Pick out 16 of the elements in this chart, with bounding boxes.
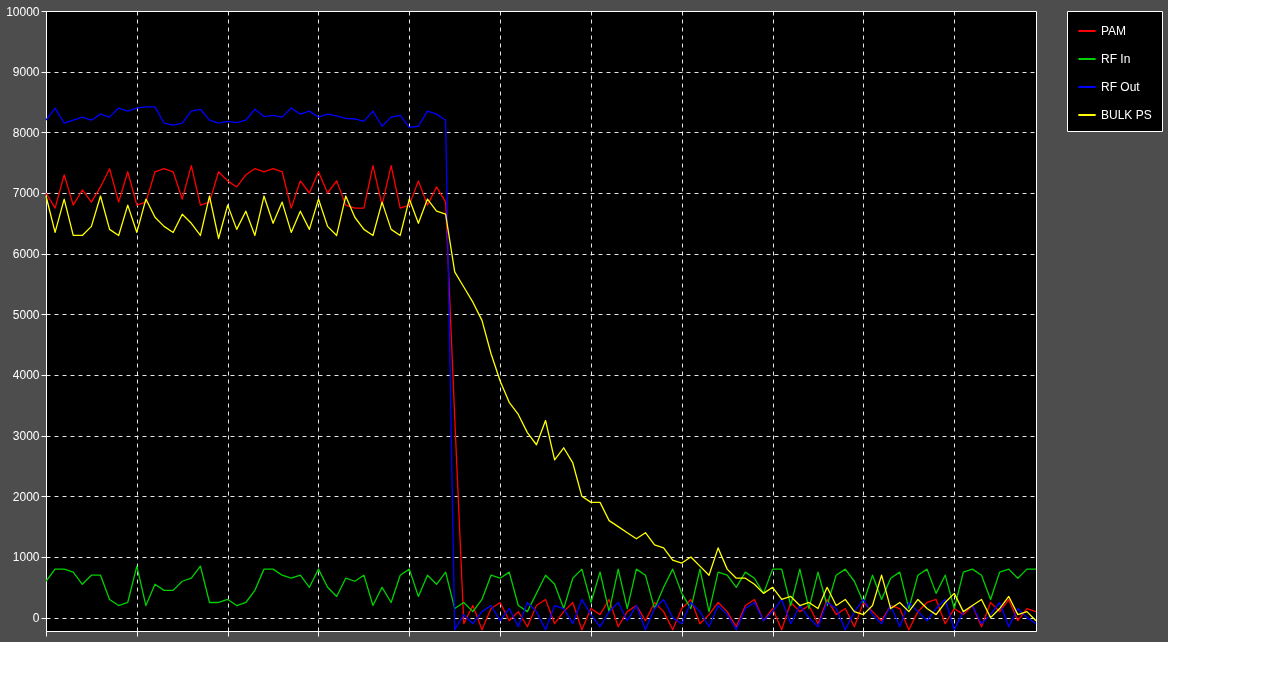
y-tick-label: 10000 xyxy=(6,4,40,19)
y-tick-label: 0 xyxy=(32,611,40,626)
y-tick-label: 4000 xyxy=(12,368,40,383)
legend-label: RF In xyxy=(1101,52,1131,66)
y-tick-label: 5000 xyxy=(12,307,40,322)
line-series xyxy=(45,565,1037,613)
y-tick-label: 8000 xyxy=(12,125,40,140)
y-tick-label: 9000 xyxy=(12,65,40,80)
legend-label: RF Out xyxy=(1101,80,1141,94)
y-tick-label: 7000 xyxy=(12,186,40,201)
y-tick-label: 1000 xyxy=(12,550,40,565)
y-tick-label: 2000 xyxy=(12,489,40,504)
y-tick-label: 3000 xyxy=(12,429,40,444)
legend-label: PAM xyxy=(1101,24,1127,38)
legend-label: BULK PS xyxy=(1101,108,1152,122)
y-tick-label: 6000 xyxy=(12,247,40,262)
